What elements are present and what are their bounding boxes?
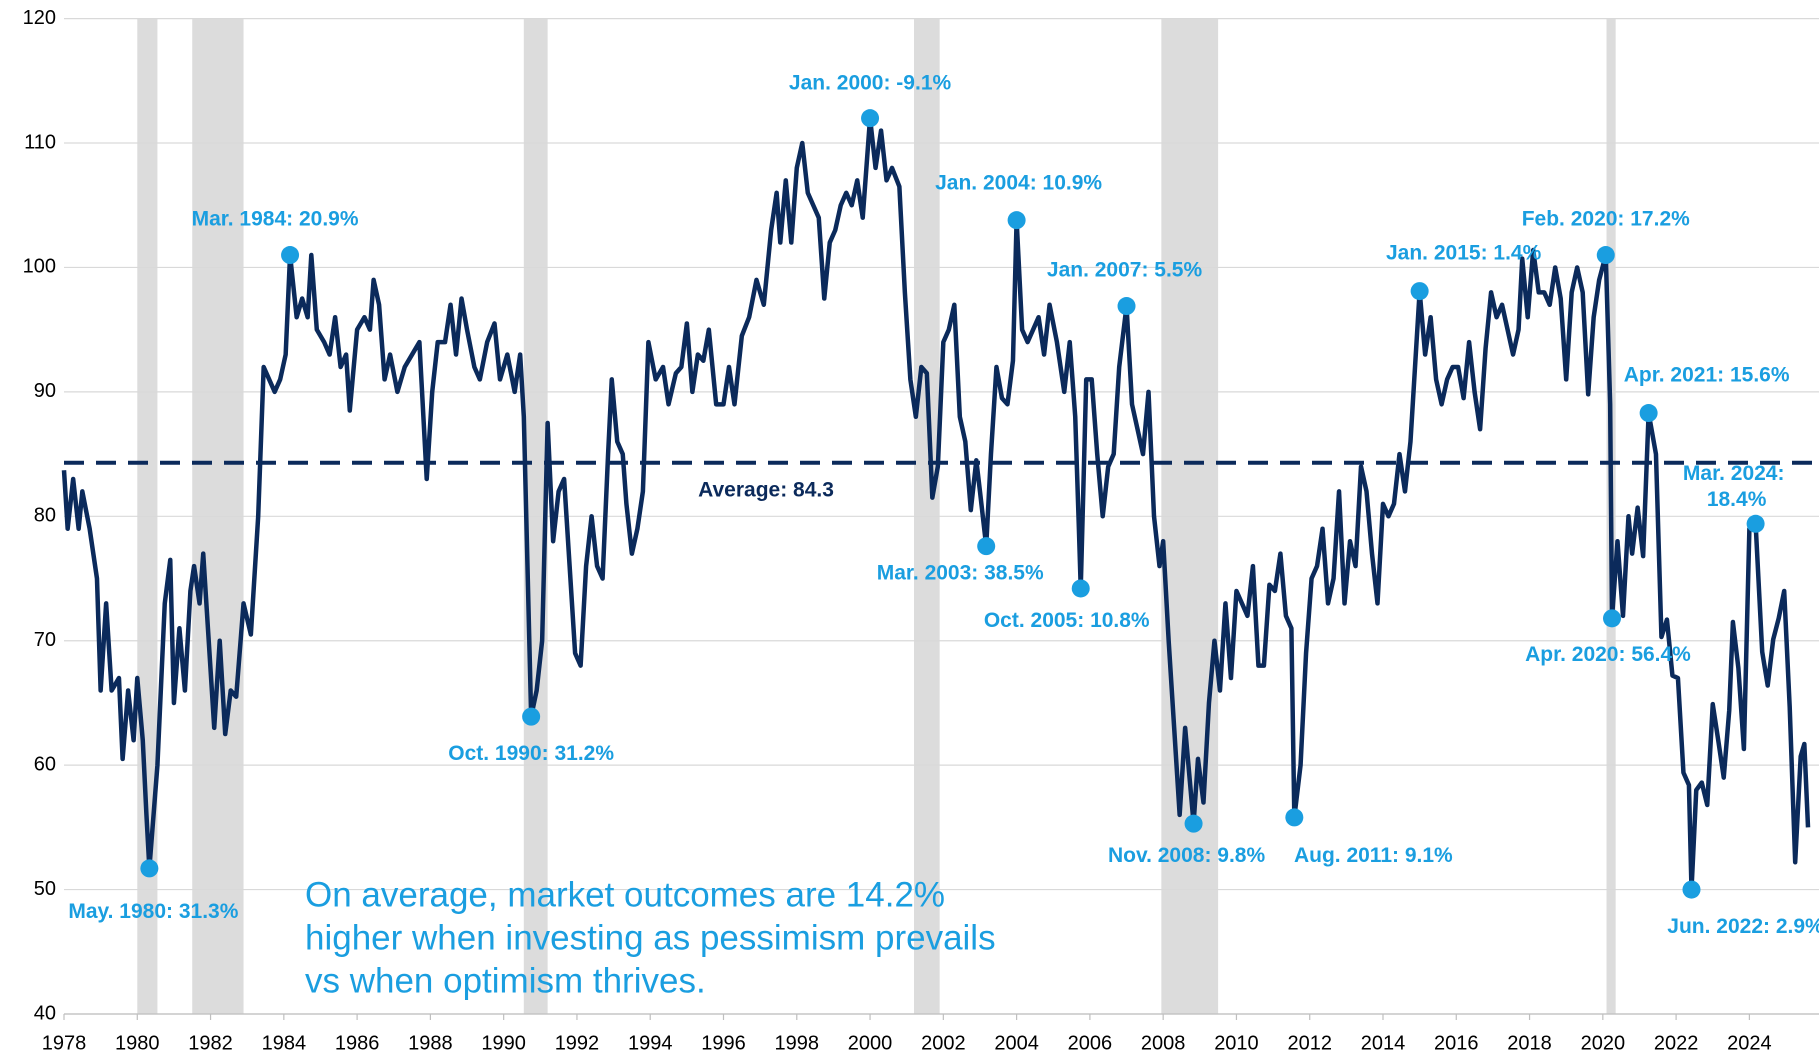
annotation-marker bbox=[977, 537, 996, 556]
y-tick-label: 120 bbox=[23, 7, 56, 29]
note-text: higher when investing as pessimism preva… bbox=[305, 918, 996, 957]
x-tick-label: 1994 bbox=[628, 1032, 673, 1054]
x-tick-label: 1982 bbox=[188, 1032, 233, 1054]
y-tick-label: 70 bbox=[34, 629, 56, 651]
y-tick-label: 100 bbox=[23, 256, 56, 278]
annotation-label: Jun. 2022: 2.9% bbox=[1667, 915, 1819, 938]
x-tick-label: 1988 bbox=[408, 1032, 453, 1054]
annotation-label: Apr. 2020: 56.4% bbox=[1525, 643, 1691, 666]
x-tick-label: 1992 bbox=[555, 1032, 600, 1054]
annotation-marker bbox=[1071, 579, 1090, 598]
x-tick-label: 2020 bbox=[1581, 1032, 1626, 1054]
annotation-label: Mar. 2003: 38.5% bbox=[877, 562, 1044, 585]
annotation-label: Jan. 2007: 5.5% bbox=[1047, 259, 1203, 282]
y-tick-label: 60 bbox=[34, 753, 56, 775]
annotation-marker bbox=[281, 246, 300, 265]
annotation-marker bbox=[1184, 814, 1203, 833]
annotation-marker bbox=[1285, 808, 1304, 827]
annotation-label: Nov. 2008: 9.8% bbox=[1108, 844, 1266, 867]
y-tick-label: 110 bbox=[24, 131, 56, 153]
annotation-label: Feb. 2020: 17.2% bbox=[1522, 208, 1690, 231]
annotation-label: Mar. 2024: 18.4% bbox=[1683, 461, 1790, 510]
x-tick-label: 1986 bbox=[335, 1032, 380, 1054]
annotation-label: May. 1980: 31.3% bbox=[68, 900, 238, 923]
x-tick-label: 2000 bbox=[848, 1032, 893, 1054]
x-tick-label: 1998 bbox=[775, 1032, 820, 1054]
annotation-label: Jan. 2000: -9.1% bbox=[789, 72, 952, 95]
x-tick-label: 1980 bbox=[115, 1032, 160, 1054]
x-tick-label: 2008 bbox=[1141, 1032, 1186, 1054]
annotation-line: Mar. 2024: bbox=[1683, 461, 1790, 484]
average-label: Average: 84.3 bbox=[698, 478, 834, 501]
y-tick-label: 50 bbox=[34, 878, 56, 900]
x-tick-label: 1978 bbox=[42, 1032, 87, 1054]
annotation-marker bbox=[1639, 404, 1658, 423]
x-tick-label: 2014 bbox=[1361, 1032, 1406, 1054]
x-tick-label: 1996 bbox=[701, 1032, 746, 1054]
annotation-marker bbox=[1682, 880, 1701, 899]
x-tick-label: 2010 bbox=[1214, 1032, 1259, 1054]
x-tick-label: 2018 bbox=[1507, 1032, 1552, 1054]
annotation-marker bbox=[1007, 211, 1026, 230]
annotation-label: Jan. 2015: 1.4% bbox=[1386, 242, 1542, 265]
y-tick-label: 80 bbox=[34, 505, 56, 527]
annotation-marker bbox=[1596, 246, 1615, 265]
x-tick-label: 2024 bbox=[1727, 1032, 1772, 1054]
annotation-label: Aug. 2011: 9.1% bbox=[1294, 844, 1453, 867]
x-tick-label: 2004 bbox=[994, 1032, 1039, 1054]
x-tick-label: 2012 bbox=[1287, 1032, 1332, 1054]
annotation-label: Oct. 1990: 31.2% bbox=[448, 742, 614, 765]
annotation-label: Mar. 1984: 20.9% bbox=[192, 208, 359, 231]
x-tick-label: 2002 bbox=[921, 1032, 966, 1054]
x-tick-label: 2006 bbox=[1068, 1032, 1113, 1054]
annotation-marker bbox=[1410, 282, 1429, 301]
x-tick-label: 2022 bbox=[1654, 1032, 1699, 1054]
annotation-line: 18.4% bbox=[1707, 487, 1767, 510]
y-tick-label: 40 bbox=[34, 1002, 56, 1024]
x-tick-label: 1990 bbox=[481, 1032, 526, 1054]
annotation-label: Apr. 2021: 15.6% bbox=[1624, 364, 1790, 387]
y-tick-label: 90 bbox=[34, 380, 56, 402]
annotation-label: Jan. 2004: 10.9% bbox=[935, 172, 1102, 195]
annotation-marker bbox=[861, 109, 880, 128]
annotation-marker bbox=[140, 859, 159, 878]
annotation-marker bbox=[1746, 514, 1765, 533]
note-text: vs when optimism thrives. bbox=[305, 961, 706, 1000]
note-text: On average, market outcomes are 14.2% bbox=[305, 875, 945, 914]
annotation-marker bbox=[522, 707, 541, 726]
x-tick-label: 2016 bbox=[1434, 1032, 1479, 1054]
annotation-marker bbox=[1117, 297, 1136, 316]
annotation-label: Oct. 2005: 10.8% bbox=[984, 609, 1150, 632]
annotation-marker bbox=[1602, 609, 1621, 628]
series-line bbox=[61, 115, 1811, 892]
x-tick-label: 1984 bbox=[262, 1032, 307, 1054]
